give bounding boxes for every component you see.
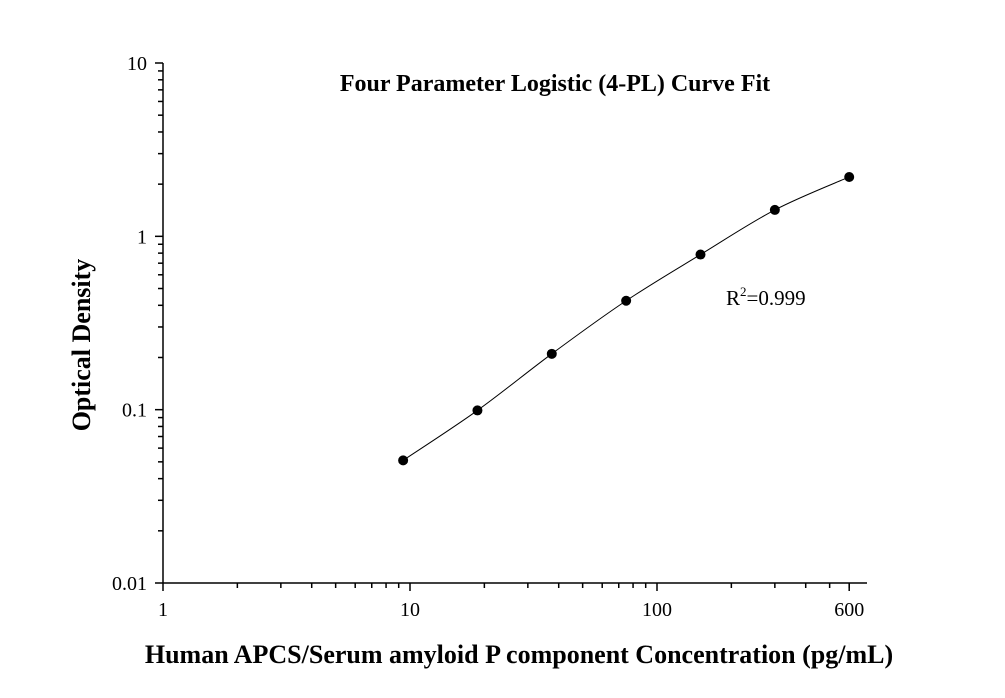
r-squared-superscript: 2 — [740, 284, 747, 299]
data-point — [769, 204, 780, 215]
axes — [162, 63, 867, 584]
data-point — [695, 249, 706, 260]
y-tick-label: 10 — [127, 53, 147, 75]
x-tick-label: 600 — [834, 599, 864, 621]
data-point — [546, 348, 557, 359]
r-squared-prefix: R — [726, 286, 740, 310]
tick-labels: 1 10 100 600 0.01 0.1 1 10 — [112, 53, 864, 621]
data-points — [398, 171, 855, 466]
x-tick-label: 1 — [158, 599, 168, 621]
x-tick-label: 100 — [642, 599, 672, 621]
r-squared-annotation: R2=0.999 — [726, 284, 806, 310]
fit-curve — [402, 176, 850, 461]
ticks — [155, 62, 850, 591]
y-axis-label: Optical Density — [67, 259, 96, 432]
data-point — [621, 295, 632, 306]
x-axis-label: Human APCS/Serum amyloid P component Con… — [145, 640, 893, 669]
x-tick-label: 10 — [400, 599, 420, 621]
y-tick-label: 1 — [137, 226, 147, 248]
data-point — [472, 405, 483, 416]
data-point — [398, 455, 409, 466]
chart-title: Four Parameter Logistic (4-PL) Curve Fit — [340, 71, 770, 97]
y-tick-label: 0.1 — [122, 400, 147, 422]
y-tick-label: 0.01 — [112, 573, 147, 595]
data-point — [844, 171, 855, 182]
r-squared-value: =0.999 — [747, 286, 806, 310]
